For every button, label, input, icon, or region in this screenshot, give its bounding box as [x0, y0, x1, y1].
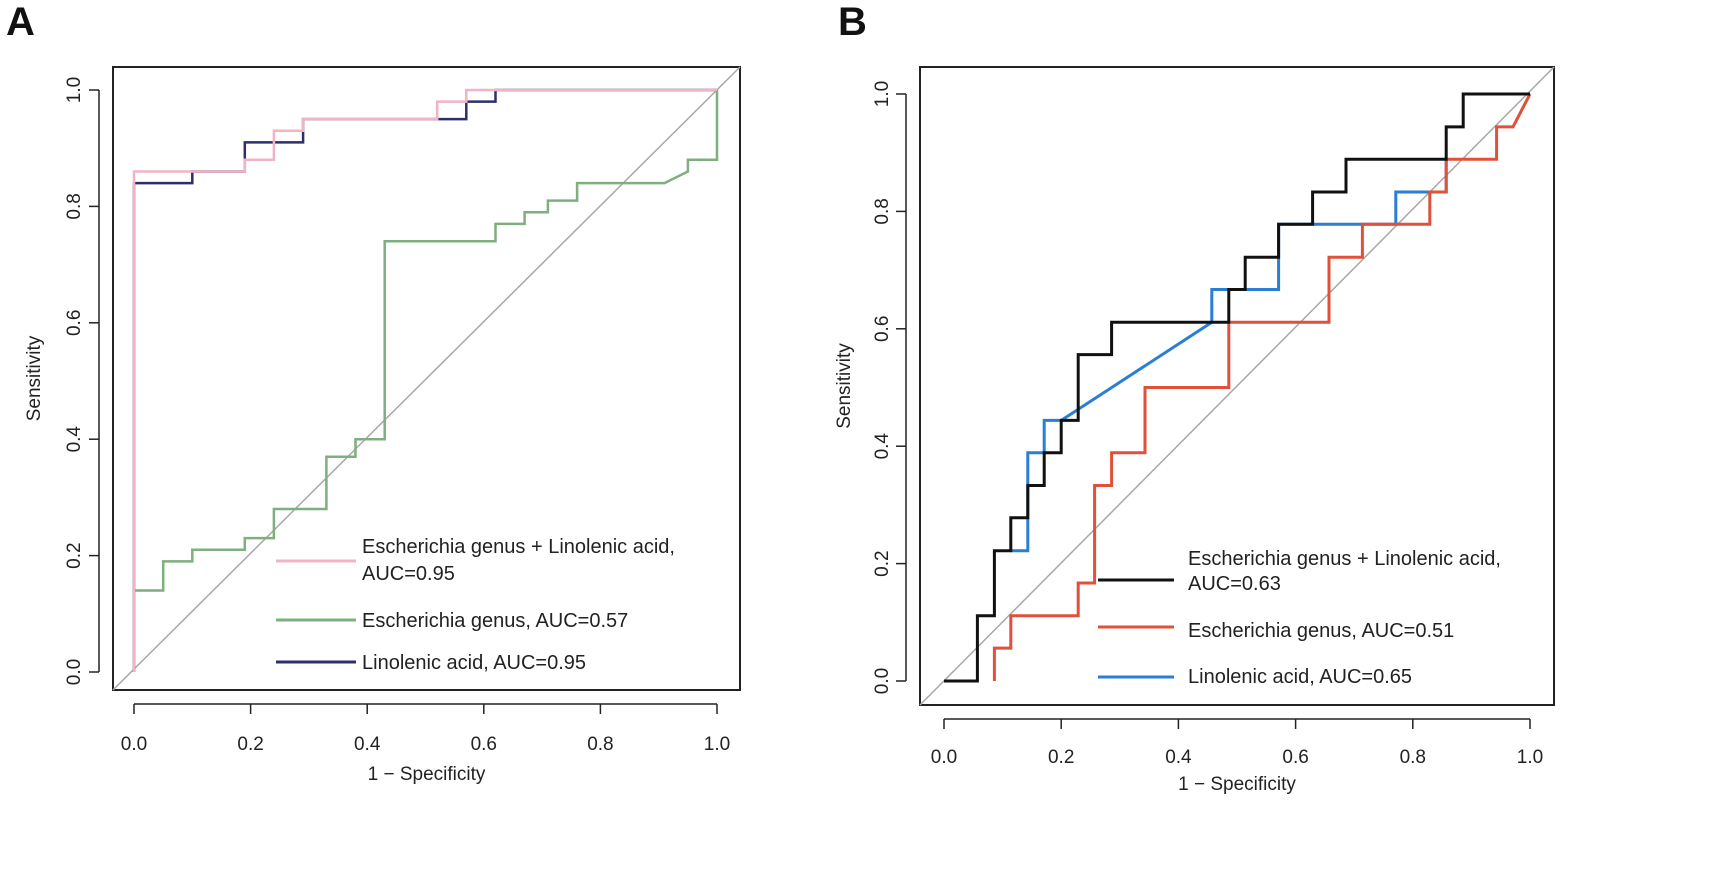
legend-label: Linolenic acid, AUC=0.95	[362, 652, 586, 674]
y-axis-title: Sensitivity	[24, 335, 45, 421]
x-tick-label: 0.0	[931, 747, 957, 768]
panel-label-b: B	[838, 0, 867, 44]
x-tick-label: 1.0	[1517, 747, 1543, 768]
x-tick-label: 0.4	[1165, 747, 1192, 768]
diagonal-reference-line	[919, 66, 1555, 706]
x-tick-label: 0.6	[471, 734, 497, 755]
legend-label: Escherichia genus, AUC=0.51	[1188, 620, 1454, 642]
x-axis-title: 1 − Specificity	[368, 764, 486, 785]
plot-frame-b	[919, 66, 1555, 706]
x-tick-label: 0.6	[1282, 747, 1308, 768]
legend-label: Escherichia genus + Linolenic acid,	[362, 536, 675, 558]
roc-curve-a-2	[132, 88, 717, 672]
y-tick-label: 0.8	[64, 193, 85, 219]
x-tick-label: 0.2	[1048, 747, 1074, 768]
legend-label: Escherichia genus, AUC=0.57	[362, 610, 628, 632]
legend-label: Escherichia genus + Linolenic acid,	[1188, 548, 1501, 570]
x-axis-title: 1 − Specificity	[1178, 774, 1296, 795]
x-tick-label: 1.0	[704, 734, 730, 755]
y-tick-label: 0.6	[872, 316, 893, 342]
y-tick-label: 1.0	[64, 77, 85, 103]
roc-chart-a: 0.0 0.2 0.4 0.6 0.8 1.0 0.0 0.2 0.4 0.6 0.8 1.0 1 − …	[24, 66, 741, 785]
y-tick-label: 0.6	[64, 310, 85, 336]
roc-curve-b-1	[992, 93, 1532, 681]
plot-frame-a	[112, 66, 741, 691]
y-tick-label: 0.2	[872, 550, 893, 576]
legend-label: AUC=0.95	[362, 563, 455, 585]
y-axis-title: Sensitivity	[834, 343, 855, 429]
legend-label: AUC=0.63	[1188, 573, 1281, 595]
y-tick-label: 0.2	[64, 542, 85, 568]
x-tick-label: 0.8	[1400, 747, 1426, 768]
y-tick-label: 0.0	[872, 668, 893, 694]
roc-curve-b-0	[944, 92, 1530, 683]
x-tick-label: 0.4	[354, 734, 381, 755]
y-tick-label: 0.4	[872, 433, 893, 460]
panel-label-a: A	[6, 0, 35, 44]
y-tick-label: 1.0	[872, 81, 893, 107]
roc-curve-a-0	[132, 88, 717, 672]
y-tick-label: 0.8	[872, 198, 893, 224]
roc-chart-b: 0.0 0.2 0.4 0.6 0.8 1.0 0.0 0.2 0.4 0.6 0.8 1.0 1 − …	[834, 66, 1555, 795]
x-tick-label: 0.8	[587, 734, 613, 755]
y-tick-label: 0.0	[64, 659, 85, 685]
roc-curve-a-1	[134, 90, 719, 592]
diagonal-reference-line	[112, 66, 741, 691]
y-tick-label: 0.4	[64, 426, 85, 453]
legend-label: Linolenic acid, AUC=0.65	[1188, 666, 1412, 688]
x-tick-label: 0.0	[121, 734, 147, 755]
x-tick-label: 0.2	[237, 734, 263, 755]
